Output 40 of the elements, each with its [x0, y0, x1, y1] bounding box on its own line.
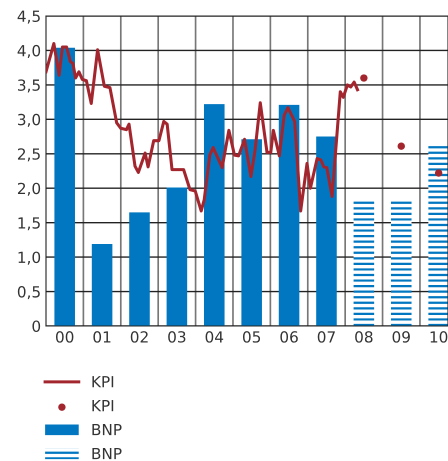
- bar: [166, 188, 188, 326]
- x-tick-label: 00: [56, 331, 74, 343]
- y-tick-label: 0: [32, 320, 40, 332]
- bar: [54, 48, 75, 326]
- y-tick-label: 3,5: [18, 79, 40, 92]
- point: [360, 74, 368, 82]
- line-series: [46, 42, 360, 212]
- legend-label: KPI: [92, 376, 114, 388]
- x-tick-label: 06: [280, 331, 298, 343]
- x-tick-label: 03: [168, 331, 186, 343]
- x-tick-label: 10: [430, 331, 448, 343]
- bar: [129, 212, 150, 326]
- bar: [204, 104, 225, 326]
- bar: [390, 201, 412, 326]
- x-tick-label: 02: [130, 331, 148, 343]
- bar: [316, 136, 337, 326]
- x-tick-label: 01: [93, 331, 110, 343]
- bar: [92, 244, 112, 326]
- x-tick-label: 04: [206, 331, 224, 343]
- y-tick-label: 3,0: [18, 114, 40, 127]
- y-tick-label: 0,5: [18, 286, 40, 300]
- point: [398, 142, 405, 150]
- y-tick-label: 1,0: [18, 252, 40, 265]
- y-tick-label: 1,5: [18, 217, 40, 230]
- x-tick-label: 05: [242, 331, 260, 343]
- legend-label: BNP: [92, 448, 122, 460]
- x-tick-label: 07: [318, 331, 335, 343]
- y-tick-label: 4,5: [18, 10, 40, 24]
- x-tick-label: 08: [355, 331, 373, 343]
- legend-label: KPI: [92, 400, 114, 412]
- y-tick-label: 4,0: [18, 44, 40, 58]
- bar: [354, 201, 374, 326]
- point: [434, 169, 442, 177]
- legend-label: BNP: [92, 424, 122, 436]
- x-tick-label: 09: [392, 331, 410, 343]
- bar: [428, 144, 448, 326]
- bar: [241, 139, 262, 326]
- y-tick-label: 2,5: [18, 148, 40, 162]
- y-tick-label: 2,0: [18, 182, 40, 196]
- bar: [278, 104, 300, 326]
